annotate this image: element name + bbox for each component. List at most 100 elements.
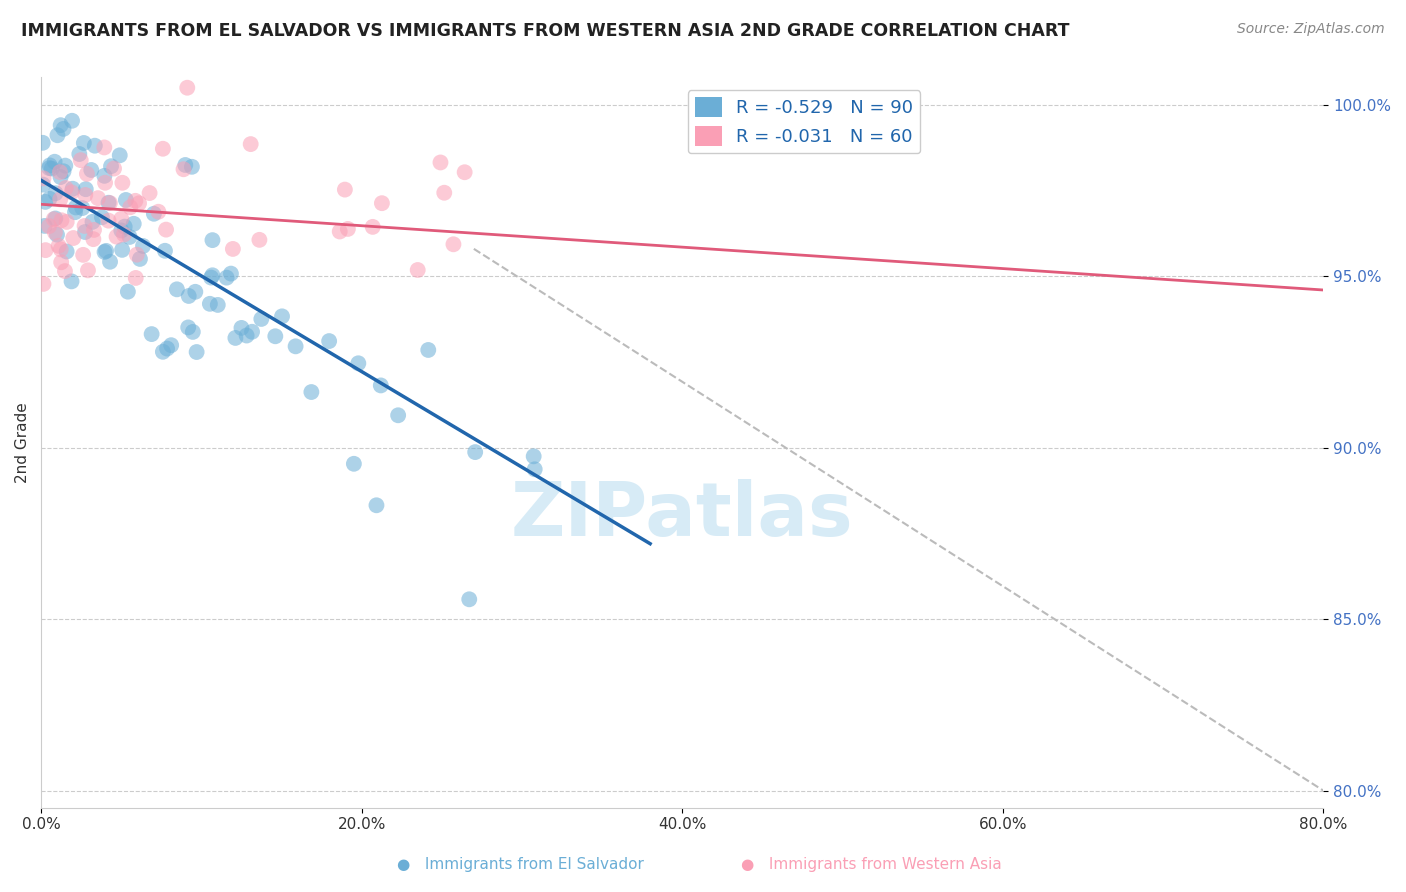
Point <box>329 225 352 239</box>
Point <box>49 118 72 132</box>
Text: ●   Immigrants from Western Asia: ● Immigrants from Western Asia <box>741 857 1002 872</box>
Point <box>31 136 53 150</box>
Point <box>343 457 366 471</box>
Point <box>177 320 200 334</box>
Point <box>34 243 56 257</box>
Point <box>45 186 67 201</box>
Point <box>122 217 145 231</box>
Point <box>181 160 204 174</box>
Point <box>55 215 77 229</box>
Point <box>110 223 132 237</box>
Point <box>60 113 83 128</box>
Point <box>347 356 370 370</box>
Point <box>433 186 456 200</box>
Point <box>406 263 429 277</box>
Point <box>83 138 105 153</box>
Point <box>72 248 94 262</box>
Point <box>1344 229 1367 244</box>
Point <box>153 244 176 258</box>
Point <box>418 343 440 357</box>
Point <box>152 344 174 359</box>
Point <box>93 140 115 154</box>
Point <box>52 121 75 136</box>
Point <box>222 242 245 256</box>
Point <box>67 147 90 161</box>
Point <box>55 244 77 259</box>
Point <box>46 128 69 143</box>
Point <box>201 268 224 283</box>
Point <box>32 171 55 186</box>
Point <box>97 195 120 210</box>
Point <box>98 196 121 211</box>
Point <box>271 310 294 324</box>
Point <box>103 161 125 176</box>
Point <box>174 158 197 172</box>
Point <box>34 219 56 233</box>
Point <box>63 205 86 219</box>
Point <box>111 176 134 190</box>
Point <box>264 329 287 343</box>
Point <box>41 161 63 176</box>
Point <box>34 194 56 209</box>
Point <box>77 263 100 277</box>
Point <box>69 153 91 168</box>
Point <box>44 226 66 240</box>
Point <box>49 243 72 257</box>
Point <box>97 213 120 227</box>
Point <box>523 450 546 464</box>
Point <box>387 409 409 423</box>
Point <box>93 169 115 183</box>
Point <box>51 255 73 269</box>
Point <box>247 233 270 247</box>
Point <box>48 239 70 253</box>
Point <box>176 80 198 95</box>
Point <box>366 498 388 512</box>
Text: ●   Immigrants from El Salvador: ● Immigrants from El Salvador <box>396 857 644 872</box>
Point <box>110 211 132 226</box>
Point <box>333 183 356 197</box>
Point <box>132 239 155 253</box>
Point <box>32 178 55 192</box>
Point <box>177 289 200 303</box>
Point <box>250 312 273 326</box>
Point <box>361 219 384 234</box>
Point <box>38 161 60 175</box>
Point <box>53 159 76 173</box>
Point <box>224 331 246 345</box>
Point <box>60 186 83 200</box>
Point <box>125 271 148 285</box>
Point <box>76 167 98 181</box>
Y-axis label: 2nd Grade: 2nd Grade <box>15 402 30 483</box>
Point <box>128 196 150 211</box>
Point <box>73 219 96 233</box>
Point <box>83 223 105 237</box>
Point <box>75 182 97 196</box>
Point <box>129 252 152 266</box>
Point <box>299 384 322 399</box>
Point <box>100 159 122 173</box>
Point <box>94 176 117 190</box>
Point <box>429 155 451 169</box>
Point <box>155 222 177 236</box>
Point <box>523 462 546 476</box>
Point <box>93 244 115 259</box>
Point <box>207 298 229 312</box>
Point <box>111 243 134 257</box>
Point <box>453 165 475 179</box>
Point <box>186 345 208 359</box>
Point <box>443 237 465 252</box>
Point <box>120 200 142 214</box>
Point <box>138 186 160 200</box>
Point <box>55 181 77 195</box>
Point <box>105 229 128 244</box>
Text: ZIPatlas: ZIPatlas <box>510 479 853 552</box>
Point <box>87 191 110 205</box>
Point <box>60 274 83 288</box>
Point <box>200 270 222 285</box>
Point <box>115 193 138 207</box>
Point <box>142 207 165 221</box>
Point <box>46 227 69 242</box>
Point <box>198 297 221 311</box>
Point <box>72 201 94 215</box>
Point <box>156 342 179 356</box>
